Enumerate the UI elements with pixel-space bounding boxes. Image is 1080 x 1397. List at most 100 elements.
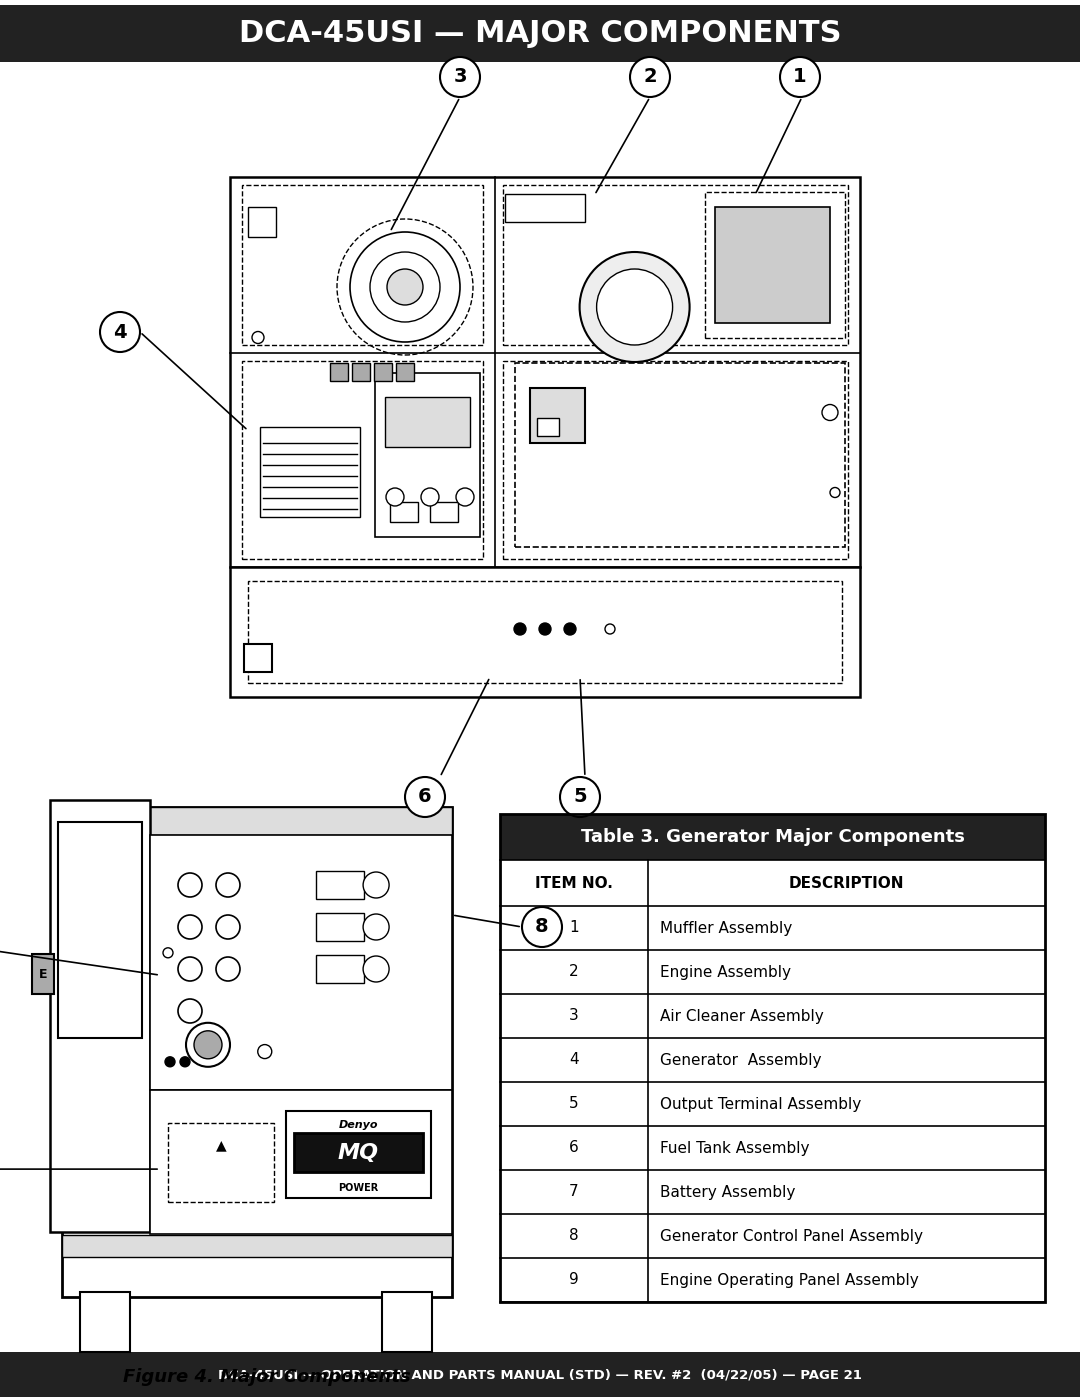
Text: 1: 1 <box>569 921 579 936</box>
Bar <box>316 956 364 983</box>
Circle shape <box>216 873 240 897</box>
Circle shape <box>178 873 202 897</box>
Bar <box>430 502 458 522</box>
Circle shape <box>386 488 404 506</box>
Text: DCA-45USI — MAJOR COMPONENTS: DCA-45USI — MAJOR COMPONENTS <box>239 20 841 47</box>
Bar <box>500 1038 1045 1083</box>
Text: 2: 2 <box>644 67 657 87</box>
Circle shape <box>363 914 389 940</box>
Bar <box>500 950 1045 995</box>
Bar <box>286 1112 431 1199</box>
Bar <box>0 1352 1080 1397</box>
Bar <box>248 581 842 683</box>
Text: ▲: ▲ <box>216 1139 226 1153</box>
Bar <box>500 1171 1045 1214</box>
Text: 1: 1 <box>793 67 807 87</box>
Circle shape <box>252 331 264 344</box>
Bar <box>150 835 453 1090</box>
Bar <box>62 1235 453 1257</box>
Bar <box>500 907 1045 950</box>
Circle shape <box>180 1056 190 1067</box>
Circle shape <box>178 915 202 939</box>
Circle shape <box>178 957 202 981</box>
Text: Generator Control Panel Assembly: Generator Control Panel Assembly <box>660 1228 923 1243</box>
Bar <box>500 1126 1045 1171</box>
Bar <box>248 207 276 237</box>
Circle shape <box>822 405 838 420</box>
Circle shape <box>165 1056 175 1067</box>
Circle shape <box>363 956 389 982</box>
Circle shape <box>539 623 551 636</box>
Bar <box>537 418 558 436</box>
Circle shape <box>522 907 562 947</box>
Circle shape <box>100 312 140 352</box>
Bar <box>382 1292 432 1352</box>
Text: DCA-45USI — OPERATION AND PARTS MANUAL (STD) — REV. #2  (04/22/05) — PAGE 21: DCA-45USI — OPERATION AND PARTS MANUAL (… <box>218 1368 862 1382</box>
Text: 5: 5 <box>573 788 586 806</box>
Circle shape <box>387 270 423 305</box>
Circle shape <box>440 57 480 96</box>
Text: Muffler Assembly: Muffler Assembly <box>660 921 793 936</box>
Circle shape <box>564 623 576 636</box>
Bar <box>244 644 272 672</box>
Bar <box>352 362 370 380</box>
Circle shape <box>780 57 820 96</box>
Circle shape <box>258 1045 272 1059</box>
Text: 6: 6 <box>569 1140 579 1155</box>
Bar <box>500 814 1045 861</box>
Text: Engine Assembly: Engine Assembly <box>660 964 791 979</box>
Text: 4: 4 <box>569 1052 579 1067</box>
Bar <box>168 1123 273 1203</box>
Bar <box>316 870 364 900</box>
Bar <box>242 184 483 345</box>
Bar <box>0 6 1080 61</box>
Bar <box>316 914 364 942</box>
Text: Battery Assembly: Battery Assembly <box>660 1185 795 1200</box>
Circle shape <box>186 1023 230 1067</box>
Text: 8: 8 <box>569 1228 579 1243</box>
Bar <box>80 1292 130 1352</box>
Bar <box>330 362 348 380</box>
Text: 4: 4 <box>113 323 126 341</box>
Text: Air Cleaner Assembly: Air Cleaner Assembly <box>660 1009 824 1024</box>
Circle shape <box>163 947 173 958</box>
Text: POWER: POWER <box>338 1183 378 1193</box>
Bar <box>230 177 860 567</box>
Circle shape <box>363 872 389 898</box>
Circle shape <box>596 270 673 345</box>
Bar <box>500 995 1045 1038</box>
Circle shape <box>405 777 445 817</box>
Bar <box>500 1083 1045 1126</box>
Bar <box>500 861 1045 907</box>
Bar <box>58 821 141 1038</box>
Circle shape <box>456 488 474 506</box>
Circle shape <box>350 232 460 342</box>
Bar <box>260 427 360 517</box>
Bar <box>384 397 470 447</box>
Circle shape <box>421 488 438 506</box>
Text: 9: 9 <box>569 1273 579 1288</box>
Text: 3: 3 <box>454 67 467 87</box>
Circle shape <box>561 777 600 817</box>
Text: DESCRIPTION: DESCRIPTION <box>788 876 904 890</box>
Circle shape <box>194 1031 222 1059</box>
Circle shape <box>216 915 240 939</box>
Circle shape <box>514 623 526 636</box>
Bar <box>715 207 831 323</box>
Bar <box>242 360 483 559</box>
Bar <box>396 362 414 380</box>
Text: Table 3. Generator Major Components: Table 3. Generator Major Components <box>581 828 964 847</box>
Circle shape <box>216 957 240 981</box>
Bar <box>230 567 860 697</box>
Bar <box>150 1090 453 1234</box>
Text: MQ: MQ <box>338 1143 379 1162</box>
Text: 3: 3 <box>569 1009 579 1024</box>
Text: Output Terminal Assembly: Output Terminal Assembly <box>660 1097 861 1112</box>
Bar <box>294 1133 423 1172</box>
Circle shape <box>605 624 615 634</box>
Text: E: E <box>39 968 48 981</box>
Bar <box>62 807 453 835</box>
Circle shape <box>831 488 840 497</box>
Text: 5: 5 <box>569 1097 579 1112</box>
Circle shape <box>630 57 670 96</box>
